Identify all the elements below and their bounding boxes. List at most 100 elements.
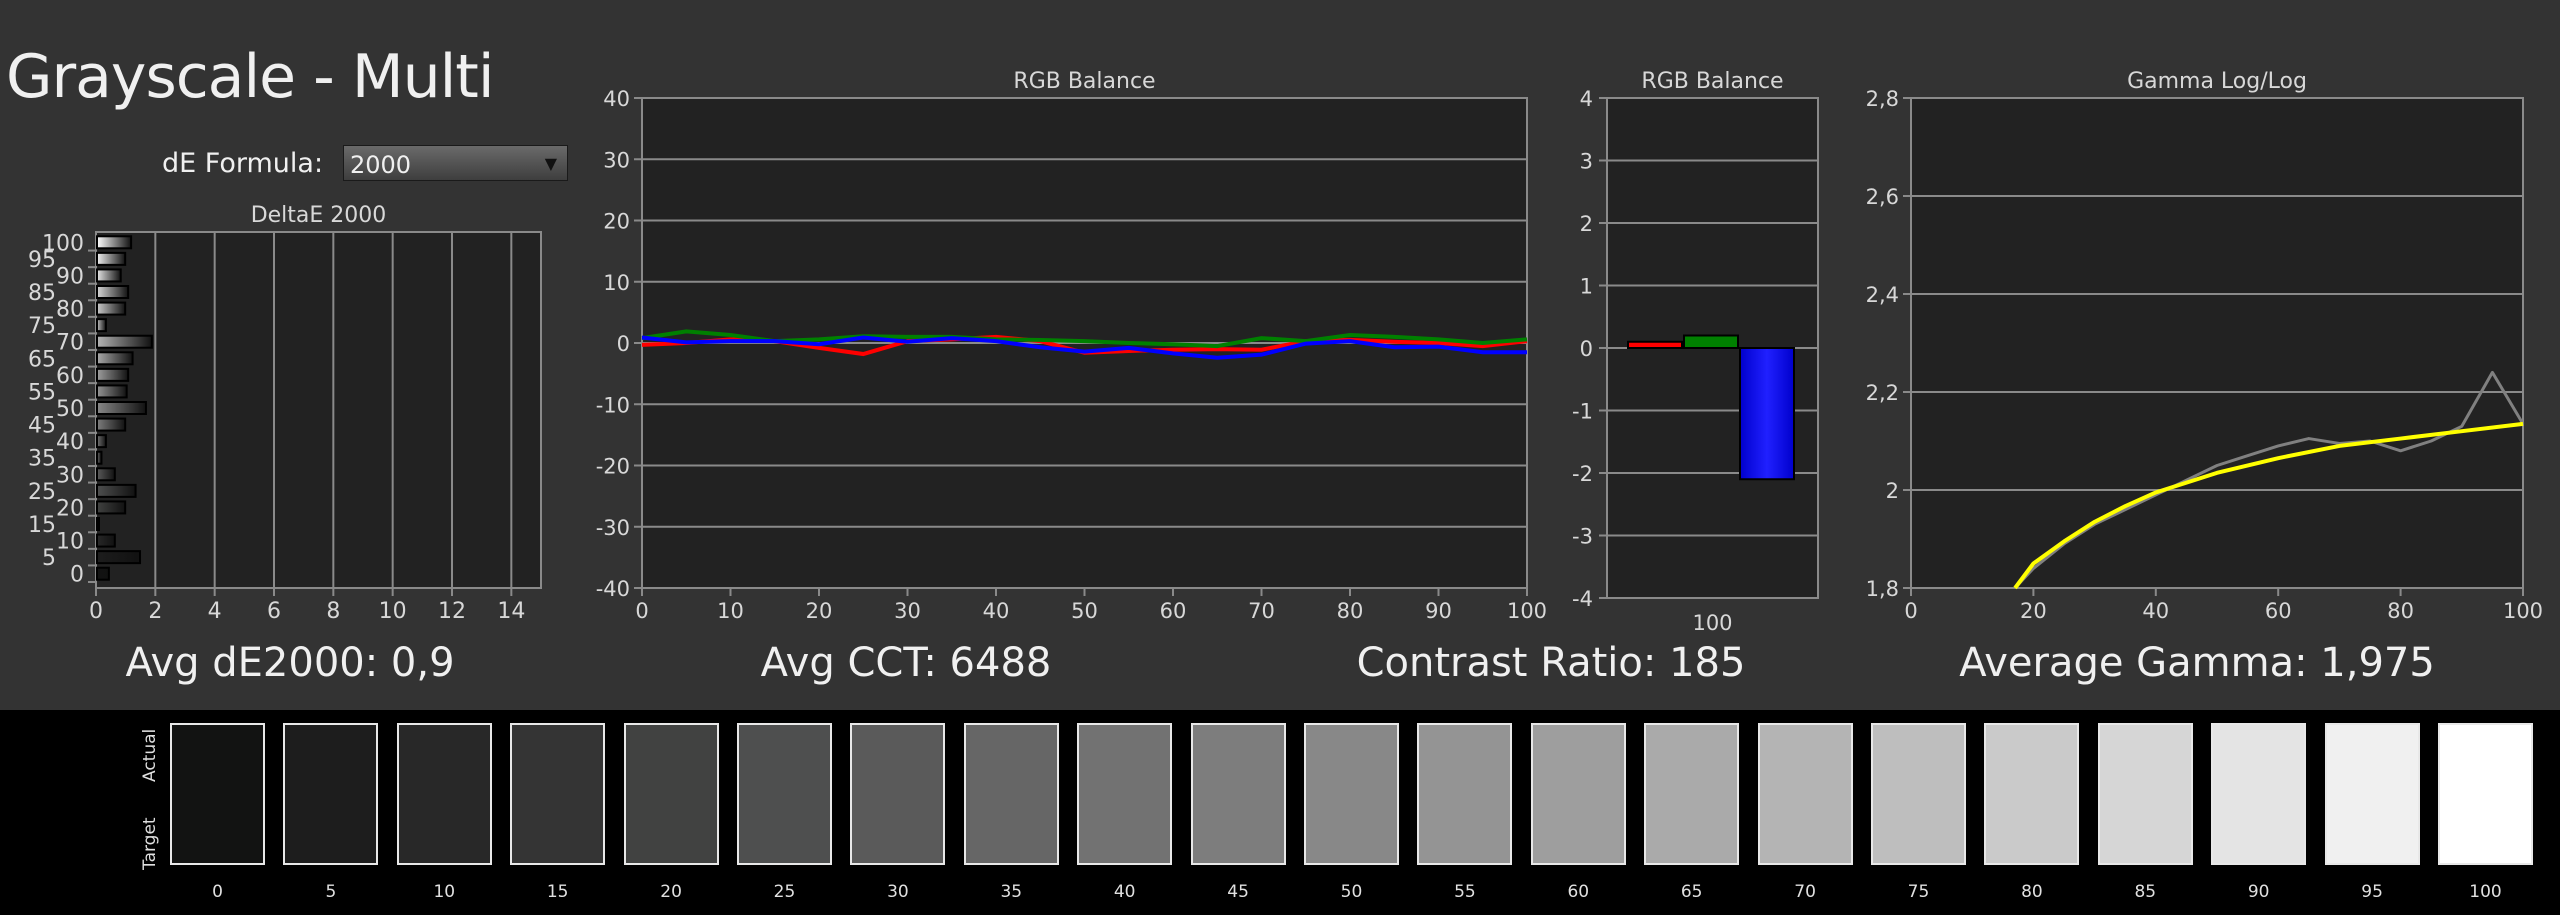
y-tick-label: 90 <box>56 264 84 289</box>
deltae-bar <box>96 367 130 382</box>
swatch-label: 75 <box>1907 882 1930 902</box>
green-balance-bar <box>1683 334 1739 349</box>
chevron-down-icon: ▼ <box>544 154 557 173</box>
y-tick-label: 15 <box>28 513 56 538</box>
y-tick-label: 1,8 <box>1866 577 1899 601</box>
y-tick-label: -40 <box>596 577 630 601</box>
deltae-bar <box>96 483 137 498</box>
y-tick-label: 1 <box>1580 275 1593 299</box>
deltae-bar <box>96 318 107 333</box>
gray-swatch <box>2211 723 2307 865</box>
y-tick-label: 40 <box>56 430 84 455</box>
y-tick-label: -3 <box>1572 525 1593 549</box>
y-tick-label: 100 <box>42 231 84 256</box>
x-tick-label: 100 <box>1507 599 1547 623</box>
y-tick-label: 25 <box>28 480 56 505</box>
x-tick-label: 4 <box>208 599 222 624</box>
swatch-label: 80 <box>2021 882 2043 902</box>
gray-swatch <box>283 723 379 865</box>
y-tick-label: -2 <box>1572 462 1593 486</box>
gray-swatch <box>510 723 606 865</box>
contrast-ratio-readout: Contrast Ratio: 185 <box>1356 640 1746 686</box>
measured-gamma-line <box>2013 370 2525 590</box>
swatch-label: 0 <box>212 882 223 902</box>
deltae-bar <box>96 434 107 449</box>
swatch-label: 55 <box>1454 882 1476 902</box>
x-tick-label: 20 <box>2020 599 2047 623</box>
deltae-bar <box>96 268 122 283</box>
target-gamma-curve <box>2013 421 2524 590</box>
swatch-label: 10 <box>433 882 456 902</box>
x-tick-label: 70 <box>1248 599 1275 623</box>
avg-gamma-readout: Average Gamma: 1,975 <box>1959 640 2435 686</box>
y-tick-label: -4 <box>1572 587 1593 611</box>
target-label: Target <box>140 817 160 870</box>
gray-swatch <box>170 723 265 865</box>
swatch-label: 20 <box>660 882 682 902</box>
x-tick-label: 0 <box>89 599 103 624</box>
swatch-label: 25 <box>773 882 796 902</box>
y-tick-label: 2,8 <box>1866 87 1899 111</box>
y-tick-label: 2,2 <box>1866 381 1899 405</box>
gray-swatch <box>2438 723 2533 865</box>
x-tick-label: 80 <box>2387 599 2414 623</box>
de-formula-label: dE Formula: <box>162 148 324 179</box>
swatch-label: 100 <box>2469 882 2502 902</box>
chart-title: RGB Balance <box>1013 69 1155 94</box>
gray-swatch <box>1984 723 2080 865</box>
deltae-bar <box>96 401 147 415</box>
deltae-bar <box>96 351 134 366</box>
swatch-label: 5 <box>325 882 337 902</box>
x-tick-label: 100 <box>1692 611 1732 635</box>
y-tick-label: -20 <box>596 455 630 479</box>
deltae-bar <box>96 566 110 581</box>
deltae-bar <box>96 417 127 432</box>
y-tick-label: 0 <box>617 332 630 356</box>
y-tick-label: 20 <box>56 496 84 521</box>
x-tick-label: 0 <box>635 599 648 623</box>
y-tick-label: 35 <box>28 447 56 472</box>
y-tick-label: 65 <box>28 347 56 372</box>
gray-swatch <box>1530 723 1626 865</box>
swatch-label: 60 <box>1567 882 1590 902</box>
x-tick-label: 40 <box>983 599 1010 623</box>
y-tick-label: 5 <box>42 546 56 571</box>
y-tick-label: 2,6 <box>1866 185 1899 209</box>
gray-swatch <box>1417 723 1513 865</box>
swatch-label: 45 <box>1227 882 1249 902</box>
y-tick-label: 0 <box>1580 337 1593 361</box>
swatch-label: 90 <box>2247 882 2270 902</box>
y-tick-label: -30 <box>596 516 630 540</box>
y-tick-label: 10 <box>603 271 630 295</box>
y-tick-label: 85 <box>28 281 56 306</box>
y-tick-label: 2,4 <box>1866 283 1899 307</box>
red-balance-bar <box>1627 340 1683 349</box>
deltae-bar <box>96 517 100 531</box>
x-tick-label: 0 <box>1904 599 1917 623</box>
y-tick-label: 70 <box>56 331 84 356</box>
deltae-bar <box>96 235 133 250</box>
page-title: Grayscale - Multi <box>6 42 494 112</box>
deltae-bar <box>96 533 116 548</box>
x-tick-label: 90 <box>1425 599 1452 623</box>
grayscale-swatch-strip: Actual Target 0 5 10 15 20 25 30 35 40 45 50 55 60 65… <box>0 710 2560 915</box>
y-tick-label: 2 <box>1580 212 1593 236</box>
x-tick-label: 8 <box>326 599 340 624</box>
x-tick-label: 6 <box>267 599 281 624</box>
x-tick-label: 100 <box>2503 599 2543 623</box>
gray-swatch <box>2324 723 2420 865</box>
x-tick-label: 80 <box>1337 599 1364 623</box>
x-tick-label: 14 <box>497 599 525 624</box>
gray-swatch <box>623 723 719 865</box>
y-tick-label: 10 <box>56 530 84 555</box>
swatch-label: 85 <box>2134 882 2157 902</box>
de-formula-dropdown[interactable]: 2000 ▼ <box>343 145 568 181</box>
deltae-bar <box>96 285 130 299</box>
swatch-label: 95 <box>2361 882 2383 902</box>
x-tick-label: 60 <box>2265 599 2292 623</box>
gray-swatch <box>850 723 946 865</box>
x-tick-label: 2 <box>148 599 162 624</box>
deltae-bar <box>96 550 142 565</box>
y-tick-label: 45 <box>28 414 56 439</box>
gray-swatch <box>737 723 832 865</box>
